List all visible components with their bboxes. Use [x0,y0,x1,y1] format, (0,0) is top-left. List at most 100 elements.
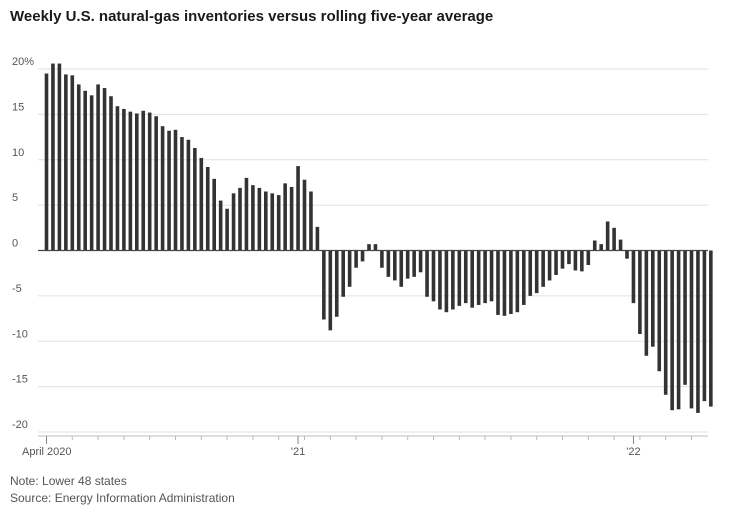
bar [289,186,294,251]
y-tick-label: -10 [12,328,28,340]
bar [334,250,339,317]
bar [276,195,281,251]
bar [225,208,229,251]
bar [696,250,700,413]
bar [283,183,287,251]
bar [457,250,462,306]
bar [657,250,662,372]
bar [173,129,178,251]
bar [567,250,571,265]
bar [534,250,539,294]
bar [496,250,500,315]
x-tick-label: '22 [626,446,640,458]
bar [154,116,158,251]
bar [341,250,345,297]
chart-note: Note: Lower 48 states [10,474,127,488]
bar [605,221,610,251]
bar [302,179,307,251]
bar [509,250,513,315]
y-tick-label: 5 [12,192,18,204]
bar [347,250,352,287]
bar [528,250,533,296]
bar [625,250,629,259]
bar [599,244,603,251]
bar [328,250,333,331]
bar [199,157,204,251]
bar [160,126,165,251]
bar [502,250,507,316]
bar [83,90,87,251]
bar [367,244,371,251]
bar [689,250,694,409]
bar-chart: 20% 15 10 5 0 -5 -10 -15 -20 April 2020 '21 '22 [12,56,713,458]
bar [360,250,365,262]
bar [638,250,642,334]
bar [425,250,429,297]
bar [631,250,636,304]
y-tick-label: 10 [12,147,24,159]
bar [186,139,191,251]
bar [238,187,242,251]
y-tick-label: 15 [12,101,24,113]
bar [64,74,68,251]
bar [483,250,487,304]
bars [38,63,713,413]
bar [522,250,526,305]
bar [115,106,120,251]
bar [44,73,49,251]
bar [128,111,133,251]
bar [618,239,623,251]
y-tick-label: -5 [12,283,22,295]
bar [296,166,300,251]
bar [96,84,100,251]
bar [251,185,255,251]
bar [322,250,326,320]
y-axis-labels: 20% 15 10 5 0 -5 -10 -15 -20 [12,56,34,431]
bar [418,250,423,273]
bar [399,250,404,287]
bar [476,250,481,305]
bar [147,112,152,251]
bar [257,187,262,251]
bar [231,193,236,251]
bar [702,250,707,402]
bar [141,110,146,251]
bar [89,95,94,251]
bar [264,191,268,251]
x-tick-label: '21 [291,446,305,458]
y-tick-label: -15 [12,374,28,386]
bar [354,250,358,268]
bar [515,250,520,313]
bar [470,250,474,308]
bar [373,244,378,251]
bar [586,250,591,266]
bar [380,250,384,268]
bar [193,147,197,251]
bar [573,250,578,271]
bar [109,96,113,251]
chart-title: Weekly U.S. natural-gas inventories vers… [10,8,494,25]
bar [444,250,449,313]
bar [612,227,616,251]
bar [592,240,597,251]
bar [76,84,81,251]
bar [218,200,223,251]
y-tick-label: 0 [12,238,18,250]
bar [651,250,655,347]
bar [180,137,184,251]
bar [580,250,584,272]
bar [212,178,216,251]
bar [709,250,713,407]
bar [554,250,558,275]
bar [451,250,455,310]
bar [683,250,687,385]
bar [644,250,649,356]
bar [676,250,681,410]
x-tick-label: April 2020 [22,446,72,458]
bar [541,250,545,287]
y-tick-label: -20 [12,419,28,431]
bar [102,88,107,251]
bar [386,250,391,277]
y-tick-label: 20% [12,56,34,68]
bar [412,250,416,277]
